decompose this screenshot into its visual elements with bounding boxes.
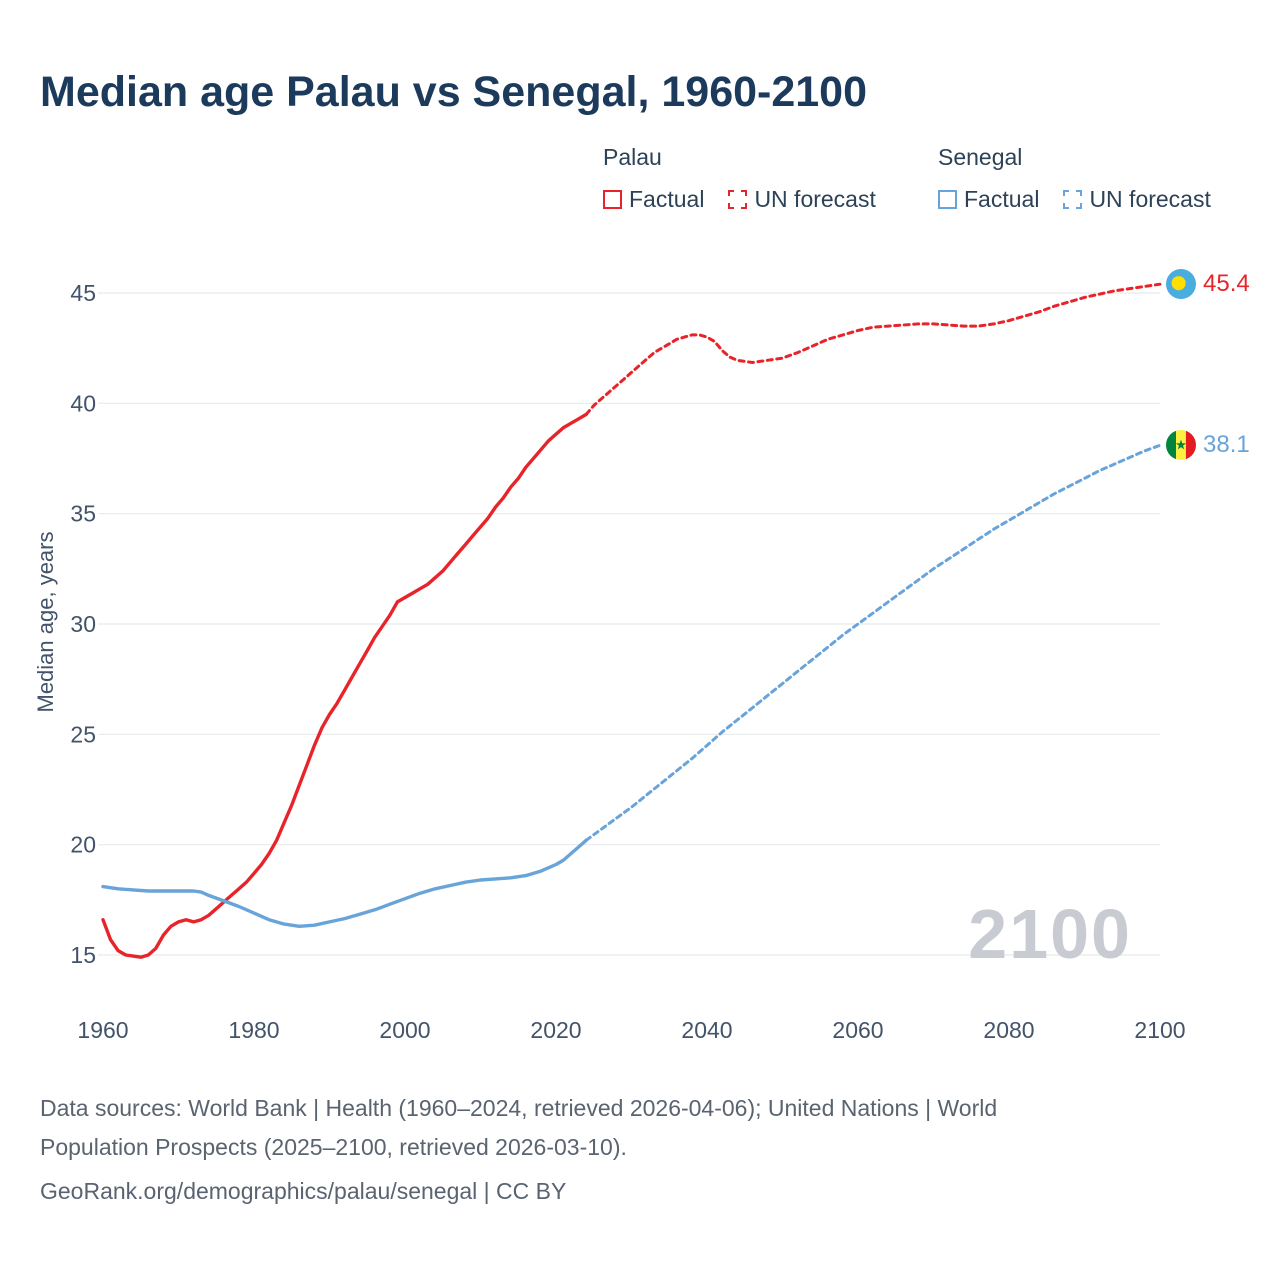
palau-factual-swatch-icon <box>603 190 622 209</box>
senegal-forecast-swatch-icon <box>1063 190 1083 209</box>
palau-forecast-swatch-icon <box>728 190 748 209</box>
footer-attribution: GeoRank.org/demographics/palau/senegal |… <box>40 1178 567 1204</box>
legend: Palau Factual UN forecast Senegal Factua… <box>603 144 1211 213</box>
x-tick-label: 2100 <box>1134 1017 1185 1043</box>
palau-flag-icon <box>1166 269 1196 299</box>
legend-item-palau-forecast: UN forecast <box>728 186 876 213</box>
legend-item-label: Factual <box>964 186 1040 212</box>
y-tick-label: 20 <box>70 832 96 858</box>
x-tick-label: 2060 <box>832 1017 883 1043</box>
legend-group-senegal: Senegal Factual UN forecast <box>938 144 1211 213</box>
series-line-0 <box>101 412 588 959</box>
chart-title: Median age Palau vs Senegal, 1960-2100 <box>40 68 867 116</box>
legend-item-label: Factual <box>629 186 705 212</box>
senegal-end-value: 38.1 <box>1203 431 1250 458</box>
series-line-3 <box>584 443 1162 842</box>
senegal-endpoint: 38.1 <box>1166 430 1250 460</box>
senegal-factual-swatch-icon <box>938 190 957 209</box>
palau-endpoint: 45.4 <box>1166 269 1250 299</box>
footer: Data sources: World Bank | Health (1960–… <box>40 1089 997 1211</box>
palau-end-value: 45.4 <box>1203 270 1250 297</box>
y-tick-label: 15 <box>70 942 96 968</box>
legend-item-senegal-forecast: UN forecast <box>1063 186 1211 213</box>
y-tick-label: 45 <box>70 280 96 306</box>
legend-group-senegal-title: Senegal <box>938 144 1023 170</box>
legend-item-palau-factual: Factual <box>603 186 704 213</box>
legend-items-senegal: Factual UN forecast <box>938 186 1211 213</box>
legend-items-palau: Factual UN forecast <box>603 186 938 213</box>
footer-data-sources-line-2: Population Prospects (2025–2100, retriev… <box>40 1134 627 1160</box>
y-tick-label: 35 <box>70 501 96 527</box>
x-tick-label: 2080 <box>983 1017 1034 1043</box>
x-tick-label: 1980 <box>228 1017 279 1043</box>
legend-group-palau: Palau Factual UN forecast <box>603 144 938 213</box>
y-tick-label: 25 <box>70 721 96 747</box>
x-tick-label: 2040 <box>681 1017 732 1043</box>
y-tick-label: 40 <box>70 390 96 416</box>
legend-group-palau-title: Palau <box>603 144 662 170</box>
legend-item-label: UN forecast <box>754 186 876 212</box>
x-tick-label: 2000 <box>379 1017 430 1043</box>
watermark: 2100 <box>968 895 1132 973</box>
x-tick-label: 1960 <box>77 1017 128 1043</box>
x-tick-label: 2020 <box>530 1017 581 1043</box>
senegal-flag-icon <box>1166 430 1196 460</box>
y-tick-label: 30 <box>70 611 96 637</box>
legend-item-senegal-factual: Factual <box>938 186 1039 213</box>
series-line-1 <box>584 282 1162 416</box>
footer-data-sources-line-1: Data sources: World Bank | Health (1960–… <box>40 1095 998 1121</box>
series-line-2 <box>101 838 588 928</box>
legend-item-label: UN forecast <box>1089 186 1211 212</box>
